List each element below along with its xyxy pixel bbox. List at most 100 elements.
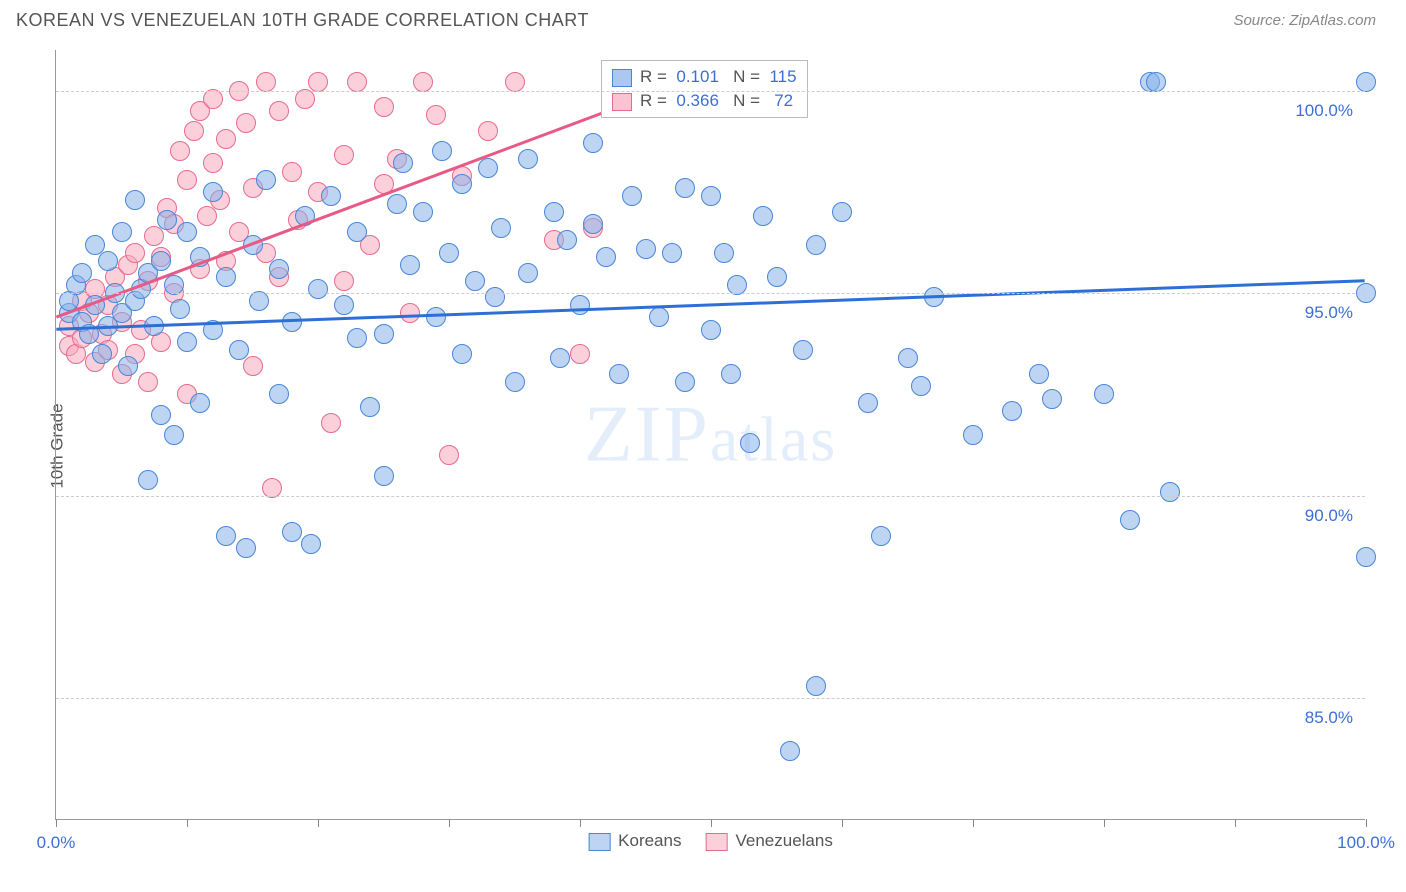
scatter-point-blue — [636, 239, 656, 259]
scatter-plot: ZIPatlas R = 0.101 N = 115 R = 0.366 N =… — [55, 50, 1365, 820]
legend-item-venezuelans: Venezuelans — [705, 831, 832, 851]
r-value-venezuelans: 0.366 — [676, 91, 719, 110]
scatter-point-blue — [963, 425, 983, 445]
scatter-point-blue — [550, 348, 570, 368]
scatter-point-blue — [721, 364, 741, 384]
scatter-point-blue — [85, 295, 105, 315]
scatter-point-blue — [203, 320, 223, 340]
scatter-point-pink — [478, 121, 498, 141]
scatter-point-pink — [374, 174, 394, 194]
scatter-point-blue — [374, 466, 394, 486]
legend-label-venezuelans: Venezuelans — [735, 831, 832, 850]
scatter-point-blue — [334, 295, 354, 315]
scatter-point-blue — [1042, 389, 1062, 409]
scatter-point-blue — [432, 141, 452, 161]
scatter-point-blue — [871, 526, 891, 546]
scatter-point-blue — [138, 470, 158, 490]
scatter-point-blue — [439, 243, 459, 263]
scatter-point-blue — [1356, 72, 1376, 92]
grid-line-h — [56, 698, 1365, 699]
scatter-point-blue — [609, 364, 629, 384]
x-tick — [1366, 819, 1367, 827]
r-value-koreans: 0.101 — [676, 67, 719, 86]
scatter-point-pink — [347, 72, 367, 92]
watermark: ZIPatlas — [584, 389, 837, 480]
scatter-point-blue — [780, 741, 800, 761]
scatter-point-blue — [393, 153, 413, 173]
scatter-point-blue — [72, 263, 92, 283]
scatter-point-blue — [79, 324, 99, 344]
scatter-point-pink — [144, 226, 164, 246]
swatch-venezuelans — [612, 93, 632, 111]
scatter-point-pink — [321, 413, 341, 433]
scatter-point-blue — [622, 186, 642, 206]
swatch-koreans — [612, 69, 632, 87]
scatter-point-blue — [583, 214, 603, 234]
scatter-point-blue — [518, 263, 538, 283]
scatter-point-blue — [360, 397, 380, 417]
scatter-point-pink — [308, 72, 328, 92]
scatter-point-blue — [505, 372, 525, 392]
scatter-point-blue — [806, 235, 826, 255]
n-value-venezuelans: 72 — [774, 91, 793, 110]
scatter-point-blue — [714, 243, 734, 263]
stats-row-koreans: R = 0.101 N = 115 — [612, 65, 797, 89]
scatter-point-blue — [478, 158, 498, 178]
scatter-point-pink — [197, 206, 217, 226]
scatter-point-blue — [1120, 510, 1140, 530]
scatter-point-blue — [557, 230, 577, 250]
scatter-point-blue — [177, 332, 197, 352]
scatter-point-blue — [662, 243, 682, 263]
scatter-point-blue — [413, 202, 433, 222]
scatter-point-pink — [177, 170, 197, 190]
legend-swatch-venezuelans — [705, 833, 727, 851]
scatter-point-blue — [256, 170, 276, 190]
scatter-point-blue — [898, 348, 918, 368]
scatter-point-blue — [190, 393, 210, 413]
scatter-point-blue — [269, 259, 289, 279]
scatter-point-blue — [282, 522, 302, 542]
x-tick — [711, 819, 712, 827]
scatter-point-blue — [1146, 72, 1166, 92]
scatter-point-pink — [505, 72, 525, 92]
scatter-point-pink — [426, 105, 446, 125]
y-tick-label: 100.0% — [1295, 101, 1353, 121]
scatter-point-blue — [98, 251, 118, 271]
stats-legend-box: R = 0.101 N = 115 R = 0.366 N = 72 — [601, 60, 808, 118]
scatter-point-pink — [236, 113, 256, 133]
stats-row-venezuelans: R = 0.366 N = 72 — [612, 89, 797, 113]
n-value-koreans: 115 — [769, 67, 796, 86]
legend-swatch-koreans — [588, 833, 610, 851]
scatter-point-blue — [269, 384, 289, 404]
scatter-point-pink — [400, 303, 420, 323]
scatter-point-blue — [596, 247, 616, 267]
scatter-point-blue — [301, 534, 321, 554]
scatter-point-blue — [92, 344, 112, 364]
scatter-point-blue — [216, 267, 236, 287]
scatter-point-blue — [753, 206, 773, 226]
scatter-point-blue — [400, 255, 420, 275]
scatter-point-blue — [675, 372, 695, 392]
scatter-point-pink — [262, 478, 282, 498]
scatter-point-pink — [184, 121, 204, 141]
scatter-point-blue — [249, 291, 269, 311]
scatter-point-blue — [112, 222, 132, 242]
scatter-point-blue — [118, 356, 138, 376]
x-tick — [973, 819, 974, 827]
scatter-point-pink — [125, 243, 145, 263]
scatter-point-blue — [347, 328, 367, 348]
scatter-point-blue — [858, 393, 878, 413]
scatter-point-blue — [1029, 364, 1049, 384]
bottom-legend: Koreans Venezuelans — [588, 831, 833, 851]
x-tick-label: 0.0% — [37, 833, 76, 853]
scatter-point-blue — [374, 324, 394, 344]
scatter-point-blue — [170, 299, 190, 319]
x-tick — [449, 819, 450, 827]
scatter-point-pink — [570, 344, 590, 364]
scatter-point-blue — [1002, 401, 1022, 421]
scatter-point-blue — [491, 218, 511, 238]
scatter-point-blue — [485, 287, 505, 307]
grid-line-h — [56, 293, 1365, 294]
scatter-point-pink — [295, 89, 315, 109]
scatter-point-blue — [701, 186, 721, 206]
